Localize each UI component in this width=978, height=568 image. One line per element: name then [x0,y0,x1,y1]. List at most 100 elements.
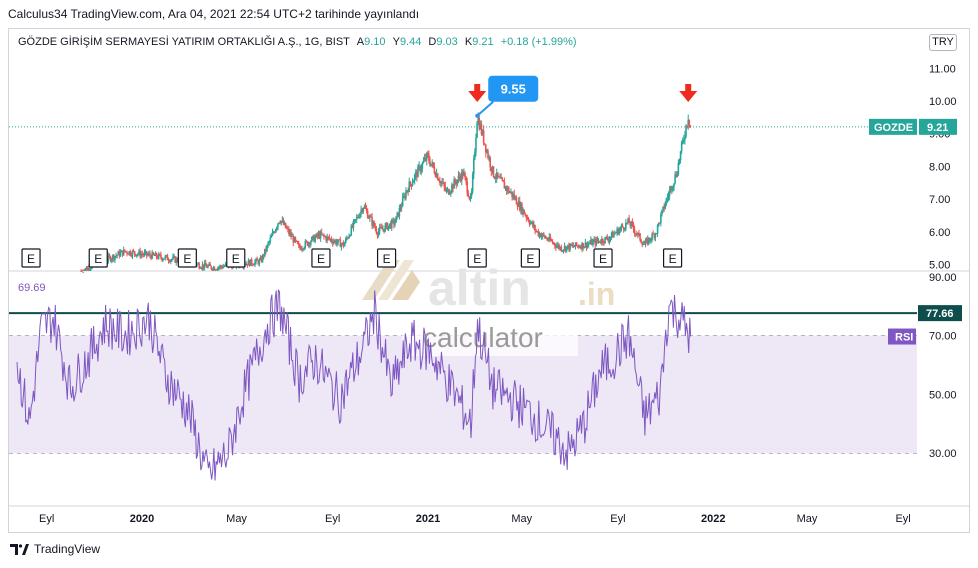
candle-body [120,250,123,253]
candle-body [482,130,485,144]
candle-body [155,253,158,258]
candle-body [327,236,330,238]
candle-body [175,258,178,263]
candle-body [260,258,263,262]
earnings-label: E [317,252,325,266]
x-tick-label: May [797,513,818,525]
candle-body [475,137,477,152]
candle-body [386,223,389,230]
close-label: K [464,36,473,48]
candle-body [486,151,488,153]
candle-body [398,207,401,217]
earnings-marker: E [21,248,41,268]
candle-body [441,181,443,184]
candle-body [165,255,168,257]
candle-body [200,267,203,269]
candle-body [417,166,419,178]
candle-body [364,206,367,209]
candle-body [110,259,113,262]
candle-body [436,173,439,180]
candle-body [338,239,341,241]
candle-body [343,242,346,247]
marker-layer: 9.55 E E E E E E E E E E [21,75,698,268]
rsi-series [16,289,692,481]
candle-body [199,268,202,269]
candle-body [420,168,423,172]
candle-body [561,250,564,252]
candle-body [276,227,278,230]
candle-body [157,253,160,259]
candle-body [526,217,529,219]
candle-body [511,191,513,197]
candle-body [479,123,482,129]
candle-body [656,225,659,234]
candle-body [305,241,308,242]
candle-body [358,217,360,219]
candle-body [422,160,425,164]
candle-body [246,263,249,266]
price-tick-label: 8.00 [929,161,950,173]
candle-body [376,233,379,236]
candle-body [586,244,589,248]
candle-body [665,198,668,205]
candle-body [171,259,173,260]
earnings-label: E [27,252,35,266]
candle-body [401,197,404,207]
candle-body [679,151,682,161]
earnings-label: E [183,252,191,266]
candle-body [154,253,157,256]
earnings-box [520,248,540,268]
candle-body [107,255,110,261]
candle-body [287,228,289,230]
price-tick-label: 10.00 [929,96,957,108]
arrow-head [468,91,487,102]
symbol-tag [869,118,917,135]
candle-body [323,234,325,237]
candle-body [258,259,261,264]
candle-body [252,264,254,266]
watermark-suffix: .in [578,276,615,312]
high-label: Y [392,36,400,48]
candle-body [606,237,609,240]
candle-body [132,250,135,252]
candle-body [684,136,686,140]
earnings-marker: E [467,248,487,268]
candle-body [608,238,611,242]
candle-body [651,233,653,240]
candle-body [359,213,361,218]
candle-body [297,243,300,246]
watermark-brand: altin [428,260,531,316]
candle-body [380,226,382,228]
candle-body [211,268,214,271]
candle-body [460,171,463,181]
candle-body [570,243,572,246]
candle-body [453,179,455,189]
candle-body [650,239,652,241]
candle-body [607,239,610,242]
candle-body [669,186,672,191]
candle-body [303,247,306,250]
candle-body [639,233,641,241]
candle-body [382,228,384,230]
candle-body [140,253,143,257]
candle-body [546,237,548,240]
candle-body [666,197,669,199]
candle-body [202,264,205,268]
callout-label: 9.55 [501,82,526,97]
candle-body [465,176,467,182]
candle-body [477,117,479,123]
candle-body [138,250,140,254]
currency-button[interactable]: TRY [929,34,957,51]
candle-body [357,216,359,218]
candle-body [538,233,541,236]
candle-body [216,267,219,270]
rsi-tick-label: 70.00 [929,331,957,343]
candle-body [362,208,365,212]
candle-body [590,239,592,244]
candle-body [582,243,584,249]
candle-body [421,163,424,169]
earnings-marker: E [520,248,540,268]
candle-body [452,184,454,189]
candle-body [332,241,335,244]
